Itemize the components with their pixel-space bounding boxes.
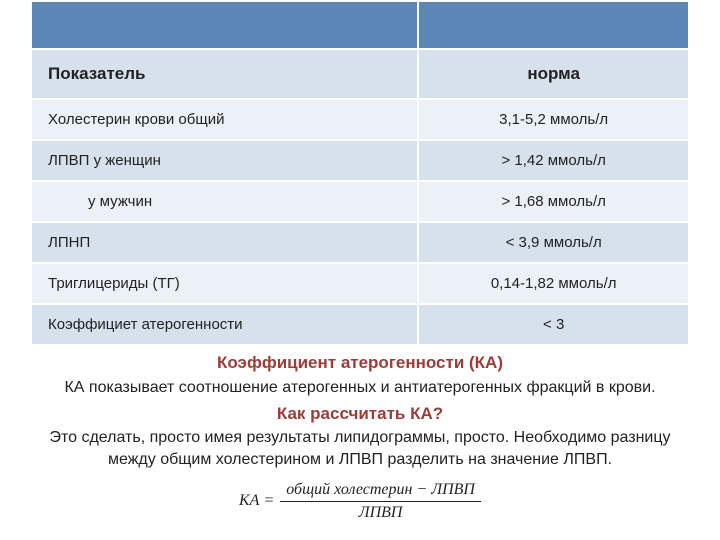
formula-lhs: КА = — [239, 492, 274, 510]
paragraph-howto: Это сделать, просто имея результаты липи… — [40, 427, 680, 470]
cell-indicator: Коэффициет атерогенности — [31, 304, 418, 345]
formula-numerator: общий холестерин − ЛПВП — [280, 481, 481, 502]
cell-indicator: Триглицериды (ТГ) — [31, 263, 418, 304]
cell-norm: < 3 — [418, 304, 689, 345]
table-row: Триглицериды (ТГ) 0,14-1,82 ммоль/л — [31, 263, 689, 304]
paragraph-ka-desc: КА показывает соотношение атерогенных и … — [40, 377, 680, 399]
cell-norm: < 3,9 ммоль/л — [418, 222, 689, 263]
blank-header-left — [31, 1, 418, 49]
table-row: ЛПВП у женщин > 1,42 ммоль/л — [31, 140, 689, 181]
table-label-header-row: Показатель норма — [31, 49, 689, 99]
formula-denominator: ЛПВП — [353, 502, 409, 522]
column-header-left: Показатель — [31, 49, 418, 99]
cell-indicator: Холестерин крови общий — [31, 99, 418, 140]
table-row: у мужчин > 1,68 ммоль/л — [31, 181, 689, 222]
heading-howto: Как рассчитать КА? — [40, 403, 680, 426]
blank-header-right — [418, 1, 689, 49]
formula-ka: КА = общий холестерин − ЛПВП ЛПВП — [239, 481, 481, 522]
cell-norm: > 1,42 ммоль/л — [418, 140, 689, 181]
cell-norm: 0,14-1,82 ммоль/л — [418, 263, 689, 304]
text-section: Коэффициент атерогенности (КА) КА показы… — [30, 352, 690, 471]
formula-fraction: общий холестерин − ЛПВП ЛПВП — [280, 481, 481, 522]
lipid-table: Показатель норма Холестерин крови общий … — [30, 0, 690, 346]
formula-container: КА = общий холестерин − ЛПВП ЛПВП — [30, 481, 690, 522]
heading-ka: Коэффициент атерогенности (КА) — [40, 352, 680, 375]
column-header-right: норма — [418, 49, 689, 99]
table-blank-header-row — [31, 1, 689, 49]
cell-indicator: ЛПВП у женщин — [31, 140, 418, 181]
cell-indicator: ЛПНП — [31, 222, 418, 263]
cell-norm: 3,1-5,2 ммоль/л — [418, 99, 689, 140]
cell-indicator: у мужчин — [31, 181, 418, 222]
table-row: Холестерин крови общий 3,1-5,2 ммоль/л — [31, 99, 689, 140]
table-row: ЛПНП < 3,9 ммоль/л — [31, 222, 689, 263]
table-row: Коэффициет атерогенности < 3 — [31, 304, 689, 345]
document-container: Показатель норма Холестерин крови общий … — [0, 0, 720, 522]
cell-norm: > 1,68 ммоль/л — [418, 181, 689, 222]
